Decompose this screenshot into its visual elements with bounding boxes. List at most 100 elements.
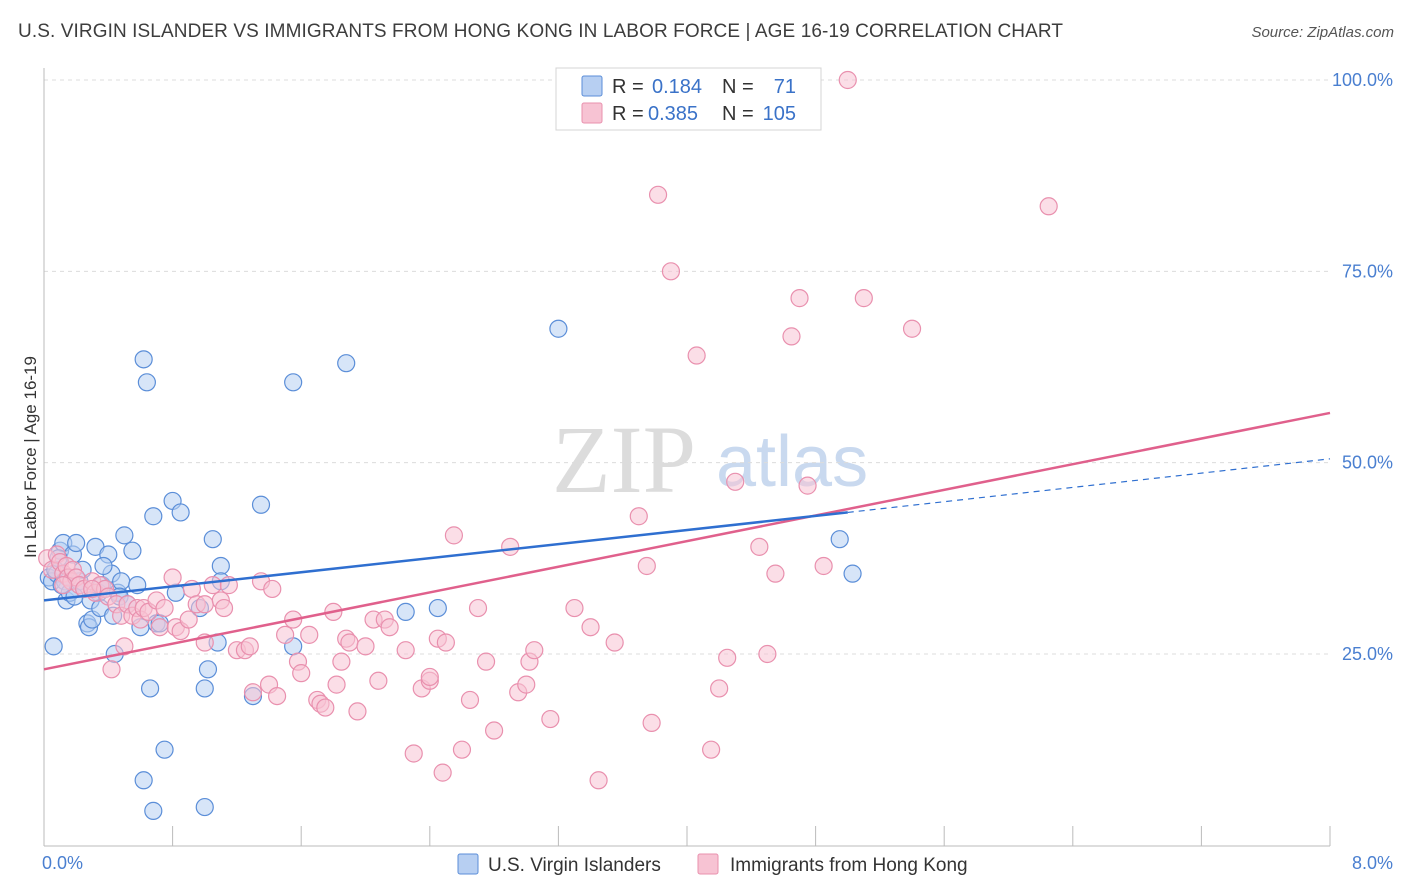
- point-immigrants-hong-kong: [476, 652, 496, 671]
- point-immigrants-hong-kong: [83, 579, 102, 599]
- point-us-virgin-islanders: [195, 797, 214, 817]
- point-immigrants-hong-kong: [838, 70, 857, 90]
- point-immigrants-hong-kong: [581, 618, 600, 637]
- point-immigrants-hong-kong: [541, 709, 560, 729]
- y-tick-label: 100.0%: [1332, 70, 1393, 90]
- point-immigrants-hong-kong: [661, 262, 681, 281]
- x-tick-label-min: 0.0%: [42, 853, 83, 873]
- point-immigrants-hong-kong: [436, 633, 455, 652]
- point-immigrants-hong-kong: [267, 686, 287, 706]
- point-immigrants-hong-kong: [195, 595, 214, 614]
- legend-n-value-2: 105: [763, 103, 796, 125]
- point-immigrants-hong-kong: [460, 690, 480, 710]
- legend-r-label-2: R =: [612, 103, 644, 125]
- legend-swatch-blue: [581, 75, 603, 97]
- point-us-virgin-islanders: [67, 533, 86, 553]
- chart-title: U.S. VIRGIN ISLANDER VS IMMIGRANTS FROM …: [18, 21, 1064, 42]
- point-us-virgin-islanders: [144, 801, 163, 820]
- point-immigrants-hong-kong: [155, 598, 174, 618]
- point-immigrants-hong-kong: [54, 576, 73, 595]
- point-immigrants-hong-kong: [276, 625, 295, 644]
- point-immigrants-hong-kong: [243, 683, 263, 702]
- trend-line-extension-us-virgin-islanders: [847, 458, 1331, 514]
- point-immigrants-hong-kong: [332, 652, 351, 671]
- point-us-virgin-islanders: [134, 771, 153, 790]
- point-immigrants-hong-kong: [902, 319, 922, 338]
- point-immigrants-hong-kong: [150, 618, 169, 637]
- point-us-virgin-islanders: [843, 564, 862, 583]
- series-immigrants-hong-kong: [38, 70, 1058, 790]
- point-immigrants-hong-kong: [648, 185, 668, 204]
- legend-r-value-1: 0.184: [652, 76, 702, 98]
- x-tick-label-max: 8.0%: [1352, 853, 1393, 873]
- watermark-zip: ZIP: [552, 406, 696, 513]
- point-immigrants-hong-kong: [240, 637, 259, 656]
- point-immigrants-hong-kong: [710, 679, 729, 698]
- point-us-virgin-islanders: [284, 373, 303, 392]
- point-immigrants-hong-kong: [380, 618, 399, 637]
- trend-lines: [43, 411, 1331, 671]
- legend-r-label-1: R =: [612, 76, 644, 98]
- series-legend: U.S. Virgin Islanders Immigrants from Ho…: [457, 853, 968, 876]
- point-us-virgin-islanders: [140, 679, 160, 698]
- legend-n-value-1: 71: [774, 76, 796, 98]
- point-us-virgin-islanders: [337, 354, 356, 373]
- point-immigrants-hong-kong: [1039, 197, 1058, 216]
- point-immigrants-hong-kong: [327, 675, 346, 694]
- point-immigrants-hong-kong: [718, 648, 737, 667]
- point-immigrants-hong-kong: [348, 702, 367, 721]
- point-immigrants-hong-kong: [263, 579, 282, 599]
- y-axis-title: In Labor Force | Age 16-19: [21, 356, 40, 558]
- point-immigrants-hong-kong: [565, 598, 584, 618]
- y-tick-label: 25.0%: [1342, 644, 1393, 664]
- point-us-virgin-islanders: [198, 660, 218, 679]
- point-us-virgin-islanders: [94, 556, 113, 576]
- point-immigrants-hong-kong: [589, 771, 608, 790]
- point-immigrants-hong-kong: [605, 633, 624, 652]
- legend-swatch-pink: [581, 102, 603, 124]
- point-immigrants-hong-kong: [115, 637, 134, 656]
- trend-line-immigrants-hong-kong: [43, 411, 1331, 671]
- point-us-virgin-islanders: [115, 526, 134, 545]
- point-immigrants-hong-kong: [404, 744, 423, 763]
- point-us-virgin-islanders: [195, 679, 214, 698]
- point-immigrants-hong-kong: [525, 641, 544, 660]
- y-tick-label: 75.0%: [1342, 261, 1393, 281]
- point-immigrants-hong-kong: [316, 698, 335, 717]
- watermark: ZIP atlas: [552, 406, 868, 513]
- point-immigrants-hong-kong: [750, 537, 769, 556]
- point-immigrants-hong-kong: [179, 610, 198, 629]
- bottom-legend-swatch-pink: [697, 853, 719, 875]
- point-immigrants-hong-kong: [396, 641, 415, 660]
- correlation-legend: R = 0.184 N = 71 R = 0.385 N = 105: [555, 67, 822, 131]
- point-immigrants-hong-kong: [468, 598, 488, 618]
- point-immigrants-hong-kong: [854, 289, 873, 308]
- source-credit: Source: ZipAtlas.com: [1251, 24, 1394, 41]
- point-immigrants-hong-kong: [452, 740, 472, 759]
- bottom-legend-swatch-blue: [457, 853, 479, 875]
- point-us-virgin-islanders: [171, 503, 190, 522]
- point-us-virgin-islanders: [44, 637, 63, 656]
- point-us-virgin-islanders: [144, 507, 163, 526]
- point-immigrants-hong-kong: [369, 671, 388, 690]
- point-immigrants-hong-kong: [766, 564, 785, 583]
- point-immigrants-hong-kong: [726, 472, 745, 491]
- point-immigrants-hong-kong: [433, 763, 452, 782]
- point-immigrants-hong-kong: [782, 327, 801, 346]
- point-immigrants-hong-kong: [356, 637, 375, 656]
- legend-r-value-2: 0.385: [648, 103, 698, 125]
- legend-n-label-2: N =: [722, 103, 754, 125]
- point-immigrants-hong-kong: [758, 644, 777, 664]
- point-us-virgin-islanders: [251, 495, 271, 514]
- point-us-virgin-islanders: [211, 556, 230, 576]
- point-immigrants-hong-kong: [444, 526, 464, 545]
- point-us-virgin-islanders: [134, 350, 153, 369]
- point-immigrants-hong-kong: [642, 713, 661, 732]
- y-tick-label: 50.0%: [1342, 453, 1393, 473]
- y-tick-labels: 25.0% 50.0% 75.0% 100.0%: [1332, 70, 1393, 664]
- point-us-virgin-islanders: [137, 373, 156, 392]
- point-immigrants-hong-kong: [340, 633, 359, 652]
- trend-line-us-virgin-islanders: [43, 511, 848, 602]
- point-immigrants-hong-kong: [485, 721, 504, 740]
- point-immigrants-hong-kong: [637, 556, 656, 576]
